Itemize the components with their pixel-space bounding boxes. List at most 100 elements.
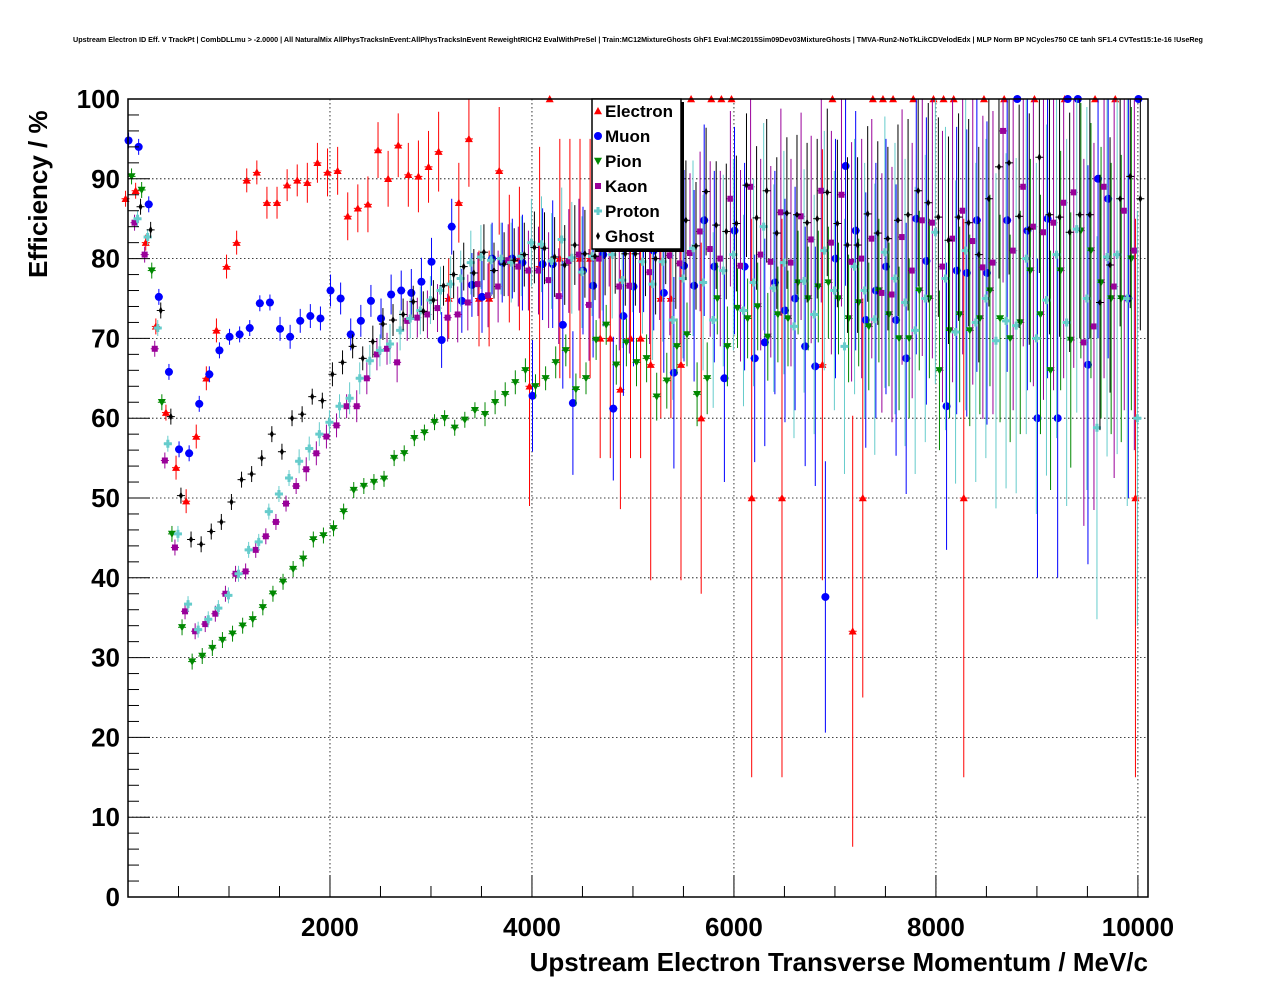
- data-point: [693, 391, 702, 399]
- data-point: [373, 351, 380, 358]
- data-point: [491, 399, 500, 407]
- data-point: [1046, 367, 1055, 375]
- data-point: [441, 281, 446, 290]
- data-point: [902, 354, 911, 363]
- data-point: [568, 399, 577, 408]
- data-point: [1138, 194, 1143, 203]
- data-point: [572, 241, 577, 250]
- data-point: [1000, 127, 1007, 134]
- data-point: [959, 494, 968, 502]
- data-point: [144, 200, 153, 209]
- data-point: [164, 367, 173, 376]
- data-point: [652, 393, 661, 401]
- data-point: [151, 345, 158, 352]
- data-point: [202, 621, 209, 628]
- data-point: [370, 337, 375, 346]
- data-point: [258, 604, 267, 612]
- data-point: [305, 444, 314, 453]
- data-point: [276, 324, 285, 333]
- data-point: [466, 258, 475, 267]
- data-point: [672, 343, 681, 351]
- data-point: [161, 408, 170, 416]
- data-point: [905, 335, 914, 343]
- data-point: [884, 311, 893, 319]
- data-point: [528, 391, 537, 400]
- data-point: [384, 345, 391, 352]
- data-point: [353, 204, 362, 212]
- data-point: [714, 221, 719, 230]
- data-point: [558, 320, 567, 329]
- data-point: [921, 294, 930, 303]
- legend-label: Kaon: [605, 177, 648, 196]
- data-point: [724, 227, 729, 236]
- data-point: [262, 533, 269, 540]
- data-point: [1090, 323, 1097, 330]
- data-point: [414, 314, 421, 321]
- data-point: [1053, 414, 1062, 423]
- data-point: [319, 532, 328, 540]
- data-point: [215, 346, 224, 355]
- data-point: [222, 262, 231, 270]
- data-point: [343, 212, 352, 220]
- data-point: [717, 255, 724, 262]
- data-point: [485, 292, 492, 299]
- data-point: [1056, 267, 1065, 275]
- data-point: [1066, 336, 1075, 344]
- data-point: [168, 412, 173, 421]
- data-point: [234, 569, 243, 578]
- data-point: [996, 315, 1005, 323]
- data-point: [249, 470, 254, 479]
- data-point: [470, 407, 479, 415]
- data-point: [195, 399, 204, 408]
- data-point: [860, 286, 869, 295]
- data-point: [769, 284, 778, 293]
- data-point: [612, 361, 621, 369]
- legend-marker: [594, 207, 602, 215]
- data-point: [315, 430, 324, 439]
- data-point: [552, 253, 557, 262]
- data-point: [538, 260, 547, 269]
- data-point: [683, 216, 688, 225]
- data-point: [356, 316, 365, 325]
- data-point: [666, 252, 673, 259]
- data-point: [589, 281, 598, 290]
- data-point: [502, 260, 507, 269]
- data-point: [1097, 298, 1102, 307]
- data-point: [182, 608, 189, 615]
- data-point: [259, 454, 264, 463]
- data-point: [525, 267, 532, 274]
- data-point: [363, 375, 370, 382]
- data-point: [313, 450, 320, 457]
- data-point: [646, 269, 653, 276]
- data-point: [235, 330, 244, 339]
- data-point: [264, 507, 273, 516]
- data-point: [310, 392, 315, 401]
- data-point: [178, 624, 187, 632]
- data-point: [184, 600, 193, 609]
- data-point: [707, 246, 714, 253]
- data-point: [421, 307, 426, 316]
- data-point: [153, 324, 162, 333]
- data-point: [669, 368, 678, 377]
- data-point: [818, 187, 825, 194]
- data-point: [228, 630, 237, 638]
- data-point: [269, 430, 274, 439]
- data-point: [1036, 311, 1045, 319]
- data-point: [1070, 189, 1077, 196]
- y-tick-label: 70: [91, 323, 120, 353]
- legend-label: Proton: [605, 202, 660, 221]
- data-point: [202, 374, 211, 382]
- data-point: [949, 235, 956, 242]
- data-point: [1121, 207, 1128, 214]
- data-point: [375, 346, 384, 355]
- data-point: [592, 336, 601, 344]
- data-point: [848, 258, 855, 265]
- data-point: [784, 209, 789, 218]
- data-point: [885, 234, 890, 243]
- data-point: [794, 210, 799, 219]
- data-point: [420, 429, 429, 437]
- data-point: [295, 457, 304, 466]
- data-point: [662, 377, 671, 385]
- data-point: [143, 233, 152, 242]
- data-point: [1123, 294, 1132, 303]
